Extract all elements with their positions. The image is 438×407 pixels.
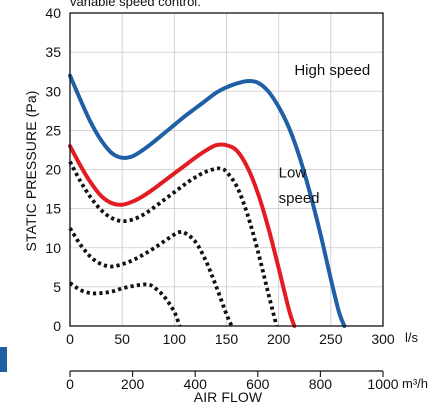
y-tick-label-5: 5	[53, 279, 61, 295]
plot-frame-group	[69, 12, 384, 327]
secondary-x-tick-label-0: 0	[66, 376, 74, 392]
secondary-axis-group: 0 200 400 600 800 1000	[66, 370, 399, 392]
high-speed-curve	[68, 73, 347, 328]
x-tick-label-300: 300	[371, 331, 395, 347]
y-axis-label: STATIC PRESSURE (Pa)	[23, 91, 39, 252]
dotted-speed-curve-2	[68, 160, 279, 327]
y-tick-label-35: 35	[45, 44, 61, 60]
y-tick-label-40: 40	[45, 5, 61, 21]
low-speed-curve	[68, 142, 297, 328]
x-axis-unit-label: l/s	[405, 330, 419, 345]
secondary-x-axis-unit-label: m³/h	[402, 376, 428, 391]
y-tick-label-15: 15	[45, 201, 61, 217]
secondary-x-tick-label-800: 800	[309, 376, 333, 392]
annotation-low: Low	[279, 164, 307, 181]
x-tick-label-150: 150	[215, 331, 239, 347]
y-ticks-group: 0 5 10 15 20 25 30 35 40	[45, 5, 61, 334]
x-axis-label: AIR FLOW	[194, 389, 263, 405]
plot-frame	[69, 12, 384, 327]
solid-series-group	[68, 73, 347, 328]
y-tick-label-10: 10	[45, 240, 61, 256]
annotations-group: High speed Low speed	[279, 62, 371, 207]
annotation-high-speed: High speed	[294, 62, 370, 79]
y-tick-label-25: 25	[45, 122, 61, 138]
secondary-x-tick-label-400: 400	[184, 376, 208, 392]
x-tick-label-100: 100	[163, 331, 187, 347]
y-tick-label-20: 20	[45, 162, 61, 178]
y-tick-label-0: 0	[53, 318, 61, 334]
y-tick-label-30: 30	[45, 83, 61, 99]
secondary-x-tick-label-600: 600	[246, 376, 270, 392]
dotted-speed-curve-4	[68, 281, 182, 327]
x-tick-label-250: 250	[319, 331, 343, 347]
annotation-speed: speed	[279, 190, 320, 207]
left-edge-marker	[0, 347, 7, 372]
dotted-series-group	[68, 160, 279, 327]
chart-subtitle: variable speed control.	[70, 0, 201, 9]
secondary-x-tick-label-200: 200	[121, 376, 145, 392]
secondary-x-tick-label-1000: 1000	[367, 376, 398, 392]
x-ticks-group: 0 50 100 150 200 250 300	[66, 331, 395, 347]
x-tick-label-200: 200	[267, 331, 291, 347]
x-tick-label-50: 50	[114, 331, 130, 347]
dotted-speed-curve-3	[68, 227, 234, 327]
x-tick-label-0: 0	[66, 331, 74, 347]
